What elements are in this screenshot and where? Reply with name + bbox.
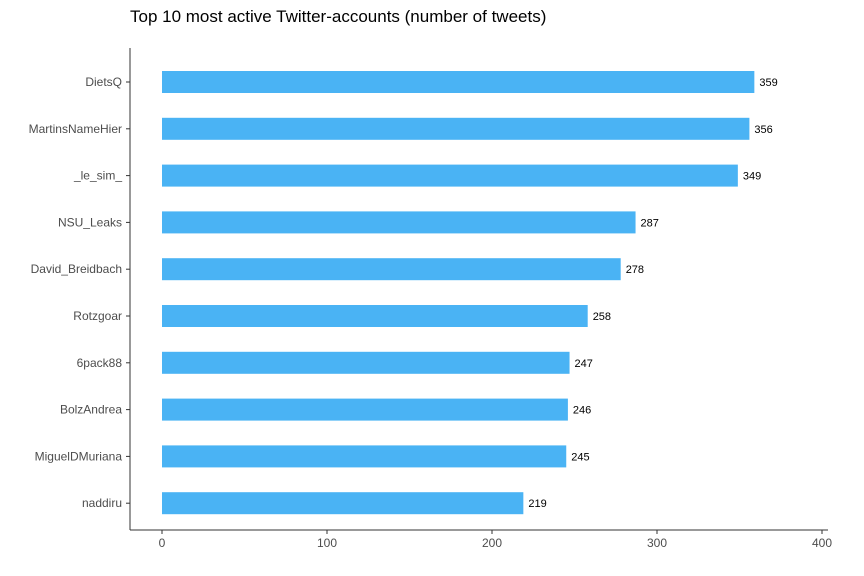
bar-MartinsNameHier (162, 117, 750, 140)
y-axis: DietsQ MartinsNameHier _le_sim_ NSU_Leaks Da… (29, 48, 131, 530)
y-tick-label-David_Breidbach: David_Breidbach (31, 262, 122, 276)
bar-6pack88 (162, 351, 570, 374)
bar-_le_sim_ (162, 164, 738, 187)
value-label-NSU_Leaks: 287 (641, 217, 659, 229)
value-labels-group: 359 356 349 287 278 258 247 246 245 219 (528, 77, 777, 510)
y-tick-label-naddiru: naddiru (82, 496, 122, 510)
x-tick-label-100: 100 (317, 536, 337, 550)
bar-MiguelDMuriana (162, 445, 567, 468)
value-label-David_Breidbach: 278 (626, 264, 644, 276)
y-tick-label-MiguelDMuriana: MiguelDMuriana (35, 449, 123, 463)
chart-title: Top 10 most active Twitter-accounts (num… (130, 7, 546, 26)
y-tick-label-BolzAndrea: BolzAndrea (60, 403, 122, 417)
y-tick-label-DietsQ: DietsQ (85, 75, 122, 89)
value-label-6pack88: 247 (575, 358, 593, 370)
value-label-naddiru: 219 (528, 498, 546, 510)
value-label-BolzAndrea: 246 (573, 405, 591, 417)
y-tick-label-Rotzgoar: Rotzgoar (73, 309, 122, 323)
bar-DietsQ (162, 71, 755, 93)
bar-BolzAndrea (162, 398, 568, 421)
x-tick-label-0: 0 (159, 536, 166, 550)
value-label-DietsQ: 359 (759, 77, 777, 89)
x-tick-label-300: 300 (647, 536, 667, 550)
x-axis: 0 100 200 300 400 (130, 529, 832, 550)
value-label-MartinsNameHier: 356 (754, 124, 772, 136)
y-tick-label-6pack88: 6pack88 (77, 356, 123, 370)
bar-naddiru (162, 492, 524, 515)
x-tick-label-400: 400 (812, 536, 832, 550)
y-tick-label-NSU_Leaks: NSU_Leaks (58, 215, 122, 229)
y-tick-label-MartinsNameHier: MartinsNameHier (29, 122, 122, 136)
x-tick-label-200: 200 (482, 536, 502, 550)
bar-Rotzgoar (162, 305, 588, 327)
bar-NSU_Leaks (162, 211, 636, 234)
value-label-Rotzgoar: 258 (593, 311, 611, 323)
value-label-MiguelDMuriana: 245 (571, 451, 589, 463)
bars-group (162, 71, 755, 515)
value-label-_le_sim_: 349 (743, 171, 761, 183)
y-tick-label-_le_sim_: _le_sim_ (73, 169, 122, 183)
bar-David_Breidbach (162, 258, 621, 281)
